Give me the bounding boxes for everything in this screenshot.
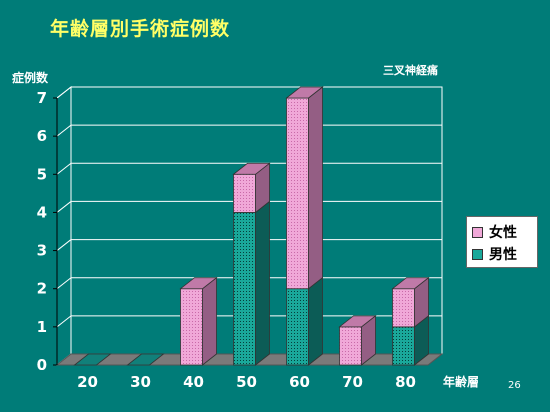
x-tick-label: 60: [289, 373, 310, 391]
y-tick-label: 0: [37, 356, 47, 374]
y-axis-label: 症例数: [12, 70, 49, 85]
bar-女性-80: [392, 288, 415, 328]
legend-label-male: 男性: [489, 247, 517, 263]
y-tick-label: 2: [37, 280, 47, 298]
side-wall: [56, 85, 72, 367]
bar-女性-40: [180, 288, 203, 366]
y-tick-label: 3: [37, 242, 47, 260]
x-tick-label: 30: [130, 373, 151, 391]
bar-top-70: [338, 315, 377, 328]
bar-女性-60: [286, 97, 309, 290]
slide-title: 年齢層別手術症例数: [50, 18, 231, 40]
gridline-side: [56, 86, 72, 99]
bar-zero-30: [126, 353, 165, 366]
bar-男性-80: [392, 326, 415, 366]
bar-女性-70: [339, 326, 362, 366]
gridline-side: [56, 201, 72, 213]
y-tick-label: 1: [37, 318, 47, 336]
x-tick-label: 50: [236, 373, 257, 391]
gridline-side: [56, 162, 72, 175]
bar-side-女性-40: [202, 276, 217, 366]
page-number: 26: [508, 380, 521, 391]
y-tick-label: 6: [37, 127, 47, 145]
bar-top-40: [179, 277, 218, 290]
y-tick-label: 4: [37, 203, 47, 221]
y-tick-label: 5: [37, 165, 47, 183]
chart-subtitle: 三叉神経痛: [383, 64, 438, 77]
x-tick-label: 80: [395, 373, 416, 391]
bar-side-女性-60: [308, 86, 323, 290]
legend-swatch-male: [472, 248, 483, 260]
bar-男性-60: [286, 288, 309, 366]
x-axis-label: 年齢層: [443, 374, 479, 389]
x-tick-label: 70: [342, 373, 363, 391]
y-tick-label: 7: [37, 89, 47, 107]
legend-label-female: 女性: [489, 225, 517, 241]
x-tick-label: 40: [183, 373, 204, 391]
bar-side-男性-50: [255, 200, 270, 366]
bar-zero-20: [73, 353, 112, 366]
bar-top-60: [285, 86, 324, 99]
bar-top-50: [232, 162, 271, 175]
gridline-side: [56, 124, 72, 137]
legend-item-female: 女性: [472, 221, 537, 243]
legend-item-male: 男性: [472, 243, 537, 265]
chart-legend: 女性 男性: [466, 216, 538, 268]
gridline-side: [56, 315, 72, 328]
bar-女性-50: [233, 173, 256, 213]
gridline-side: [56, 277, 72, 290]
bar-top-80: [391, 277, 430, 290]
x-tick-label: 20: [77, 373, 98, 391]
bar-男性-50: [233, 212, 256, 366]
bar-side-男性-60: [308, 276, 323, 366]
gridline-side: [56, 239, 72, 251]
legend-swatch-female: [472, 226, 483, 238]
